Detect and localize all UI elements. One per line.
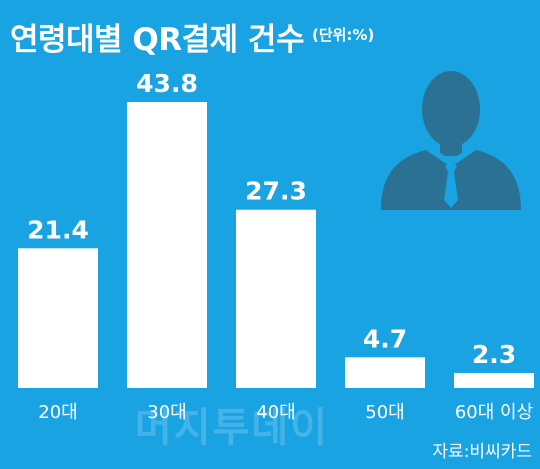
chart-title: 연령대별 QR결제 건수: [10, 22, 304, 58]
value-label: 43.8: [136, 69, 198, 98]
bar-30대: [127, 102, 207, 388]
value-label: 21.4: [27, 215, 89, 244]
value-label: 4.7: [363, 324, 407, 353]
category-label: 40대: [256, 402, 295, 423]
category-label: 20대: [38, 402, 77, 423]
watermark: 머지투데이: [135, 405, 329, 451]
source-note: 자료:비씨카드: [432, 442, 532, 462]
bar-50대: [345, 357, 425, 388]
unit-label: (단위:%): [311, 26, 375, 44]
bar-20대: [18, 248, 98, 388]
value-label: 27.3: [245, 177, 307, 206]
category-label: 50대: [365, 402, 404, 423]
value-label: 2.3: [472, 340, 516, 369]
bar-40대: [236, 209, 316, 388]
person-silhouette-icon: [381, 71, 521, 210]
bar-60대 이상: [454, 372, 534, 388]
chart-title-row: 연령대별 QR결제 건수 (단위:%): [10, 14, 374, 59]
category-label: 60대 이상: [455, 402, 533, 423]
category-label: 30대: [147, 402, 186, 423]
